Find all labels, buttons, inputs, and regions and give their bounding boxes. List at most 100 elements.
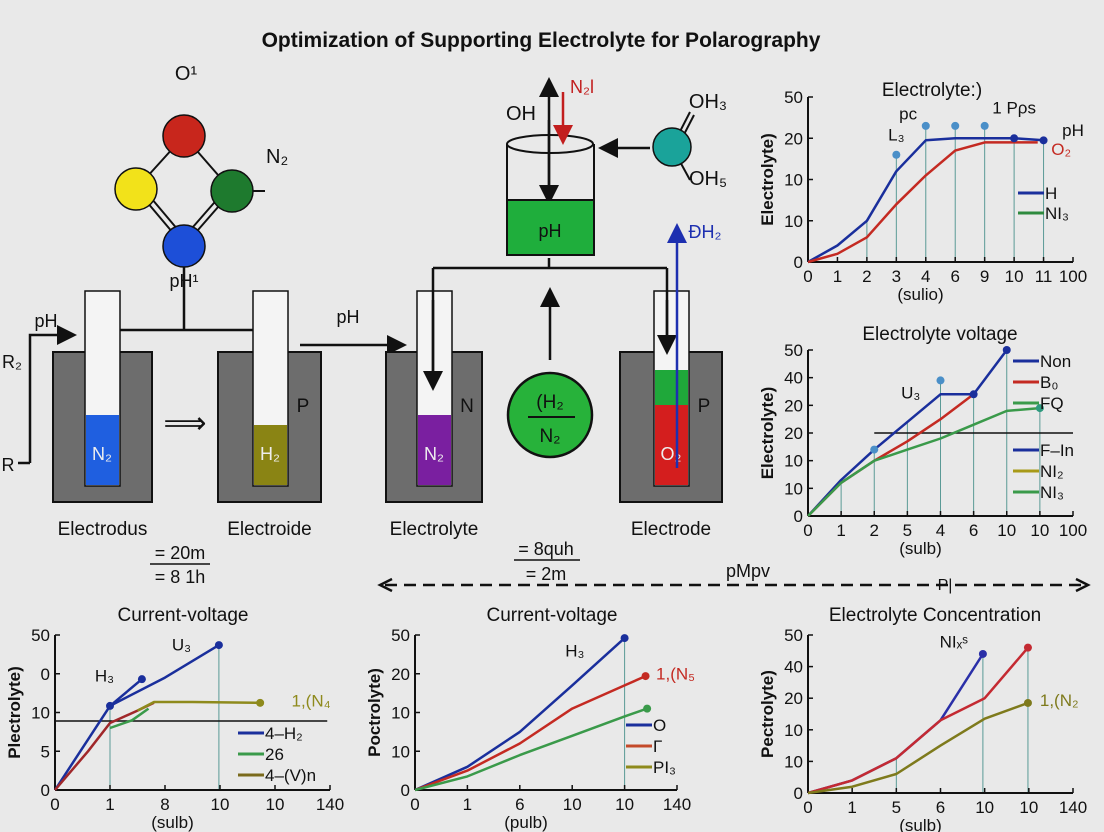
data-point [256,698,265,707]
chart: Electrolyte voltage 0 1 2 5 4 6 10 10 100 0 10 10 20 2… [758,324,1087,558]
x-tick-label: 10 [563,795,582,814]
data-point [870,445,879,454]
y-tick-label: 50 [784,88,803,107]
y-tick-label: 10 [784,212,803,231]
y-tick-label: 50 [391,626,410,645]
data-point [214,641,223,650]
x-tick-label: 6 [969,521,978,540]
y-tick-label: 20 [784,396,803,415]
teal-top-label: OH₃ [689,91,727,113]
y-axis-label: Electrolyte) [758,133,777,226]
x-tick-label: 10 [615,795,634,814]
chart-title: Electrolyte Concentration [829,605,1041,626]
cell-side-label: P [297,396,310,417]
n2-gas-label: N₂l [570,77,594,97]
chart-title: Current-voltage [118,605,249,626]
atom-red [162,114,206,158]
x-tick-label: 2 [862,267,871,286]
data-point [1023,643,1032,652]
y-tick-label: 0 [41,781,50,800]
tube-liquid-label: H₂ [260,444,280,464]
series-line [414,637,626,792]
legend-label: 26 [265,745,284,764]
y-axis-label: Pectrolyte) [758,670,777,758]
tube-liquid [418,415,451,485]
x-tick-label: 10 [1005,267,1024,286]
cell-name: Electrodus [58,519,148,540]
y-tick-label: 10 [784,479,803,498]
molecule: O¹ N₂ [114,63,288,268]
data-point [106,701,114,710]
series-line [414,707,648,792]
x-tick-label: 1 [463,795,472,814]
x-tick-label: 6 [936,798,945,817]
y-tick-label: 20 [784,129,803,148]
legend-label: Γ [653,737,662,756]
x-tick-label: 0 [803,521,812,540]
point-annotation: H₃ [95,667,114,686]
x-tick-label: 4 [921,267,930,286]
x-tick-label: 0 [803,798,812,817]
x-tick-label: 0 [803,267,812,286]
x-axis-label: (sulb) [899,816,942,832]
x-tick-label: 6 [515,795,524,814]
junction-label-left: pH¹ [169,271,198,291]
y-tick-label: 40 [784,658,803,677]
point-annotation: U₃ [901,383,920,402]
chart: Current-voltage 0 1 6 10 10 140 0 10 10 20 50 (pulb)… [365,605,695,832]
x-tick-label: 0 [50,795,59,814]
atom-green [210,169,254,213]
electrode-cell: N₂ Electrodus [52,290,153,540]
data-point [1010,134,1019,143]
x-tick-label: 100 [1059,521,1087,540]
r2-label: R₂ [2,352,22,372]
y-tick-label: 10 [784,721,803,740]
dashed-marker: P| [938,577,953,594]
data-point [980,121,989,130]
x-axis-label: (sulio) [897,285,943,304]
legend-label: NI₃ [1045,204,1069,223]
series-line [414,674,647,792]
y-tick-label: 0 [41,665,50,684]
y-tick-label: 10 [784,171,803,190]
x-tick-label: 100 [1059,267,1087,286]
y-axis-label: Poctrolyte) [365,668,384,757]
y-tick-label: 5 [41,742,50,761]
series-line [136,700,261,712]
y-axis-label: Plectrolyte) [5,666,24,759]
y-tick-label: 0 [794,253,803,272]
chart-title: Current-voltage [487,605,618,626]
chart: Electrolyte:) 0 1 2 3 4 6 9 10 11 100 0 10 10 20 50 (sul… [758,80,1087,304]
beaker: pH [506,134,595,256]
y-tick-label: 0 [401,781,410,800]
point-annotation: U₃ [172,636,191,655]
legend-label: 4–H₂ [265,724,303,743]
point-annotation: H₃ [565,641,584,660]
note-mid-2: = 2m [526,564,567,584]
transfer-arrow: ⟹ [163,407,206,440]
atom-yellow [114,167,158,211]
cell-name: Electrolyte [390,519,479,540]
legend-label: FQ [1040,394,1064,413]
cell-side-label: P [698,396,711,417]
point-annotation: 1,(N₄ [292,692,331,711]
tube-liquid-label: N₂ [424,444,444,464]
legend-label: F–In [1040,441,1074,460]
oh-label: OH [506,103,536,125]
y-tick-label: 20 [784,689,803,708]
x-tick-label: 10 [1019,798,1038,817]
circle-bottom: N₂ [539,426,560,447]
data-point [969,390,978,399]
point-annotation: 1 Pρs [992,99,1036,118]
x-tick-label: 1 [833,267,842,286]
electrode-cell: H₂ P Electroide [217,290,322,540]
cell-name: Electrode [631,519,711,540]
x-tick-label: 10 [1030,521,1049,540]
x-axis-label: (sulb) [899,539,942,558]
y-tick-label: 20 [391,665,410,684]
chart-title: Electrolyte voltage [862,324,1017,345]
x-tick-label: 1 [847,798,856,817]
data-point [1023,698,1032,707]
legend-label: 4–(V)n [265,766,316,785]
